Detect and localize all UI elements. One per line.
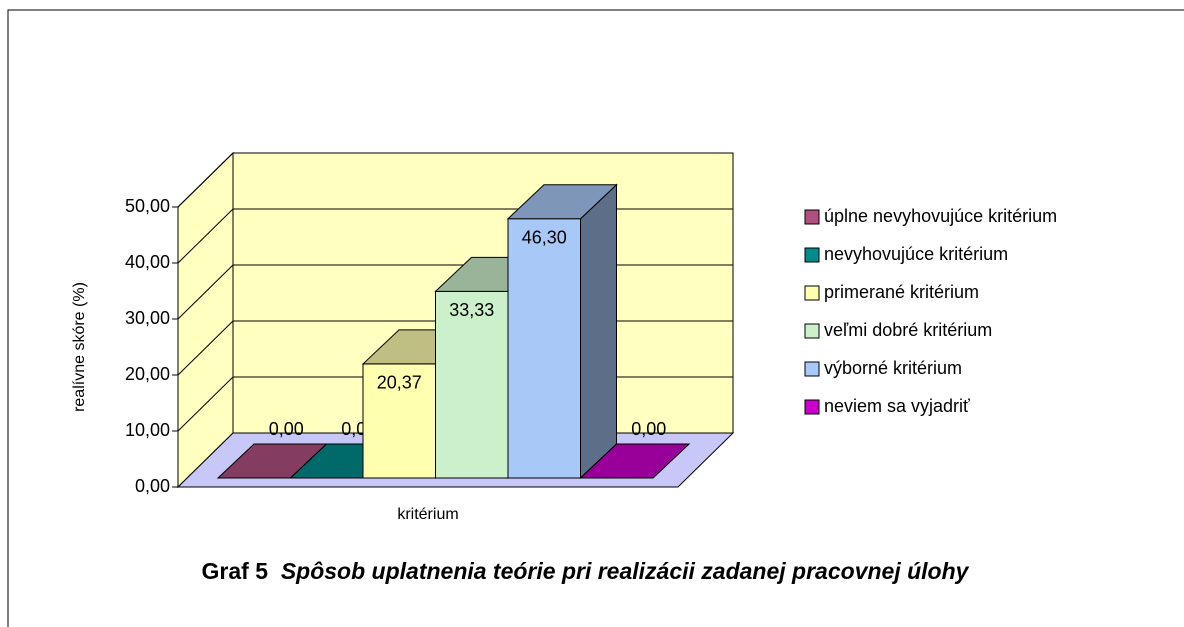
legend-label: primerané kritérium (824, 282, 979, 302)
legend-label: úplne nevyhovujúce kritérium (824, 206, 1057, 226)
legend-swatch (804, 209, 820, 225)
caption-label: Graf 5 (201, 558, 269, 584)
y-tick-label: 50,00 (125, 196, 170, 216)
y-tick-label: 10,00 (125, 420, 170, 440)
value-label: 20,37 (377, 373, 422, 393)
legend-label: veľmi dobré kritérium (824, 320, 992, 340)
frame (7, 9, 1184, 627)
x-tick-label: kritérium (397, 506, 458, 523)
y-axis-label: realívne skóre (%) (71, 282, 88, 412)
legend-swatch (804, 285, 820, 301)
y-tick-label: 20,00 (125, 364, 170, 384)
legend-label: neviem sa vyjadriť (824, 396, 970, 416)
bar-top (579, 443, 691, 479)
bar-front (507, 218, 581, 479)
grid-line (177, 376, 234, 432)
grid-line (177, 320, 234, 376)
legend-swatch (804, 399, 820, 415)
legend-swatch (804, 323, 820, 339)
value-label: 0,00 (269, 419, 304, 439)
grid-line (177, 208, 234, 264)
bar-top (506, 184, 618, 220)
grid-line (177, 152, 234, 208)
bar-front (435, 290, 509, 479)
legend-swatch (804, 247, 820, 263)
chart-title: Spôsob uplatnenia teórie pri realizácii … (280, 558, 969, 584)
caption: Graf 5 Spôsob uplatnenia teórie pri real… (170, 555, 1000, 588)
legend-swatch (804, 361, 820, 377)
y-tick-label: 40,00 (125, 252, 170, 272)
value-label: 46,30 (522, 227, 567, 247)
y-tick-label: 30,00 (125, 308, 170, 328)
bar-side (580, 183, 617, 480)
grid-line (177, 264, 234, 320)
y-tick-label: 0,00 (135, 476, 170, 496)
legend-label: nevyhovujúce kritérium (824, 244, 1008, 264)
legend-label: výborné kritérium (824, 358, 962, 378)
bar-front (362, 363, 436, 479)
value-label: 0,00 (631, 419, 666, 439)
side-wall (177, 151, 234, 489)
value-label: 33,33 (449, 300, 494, 320)
